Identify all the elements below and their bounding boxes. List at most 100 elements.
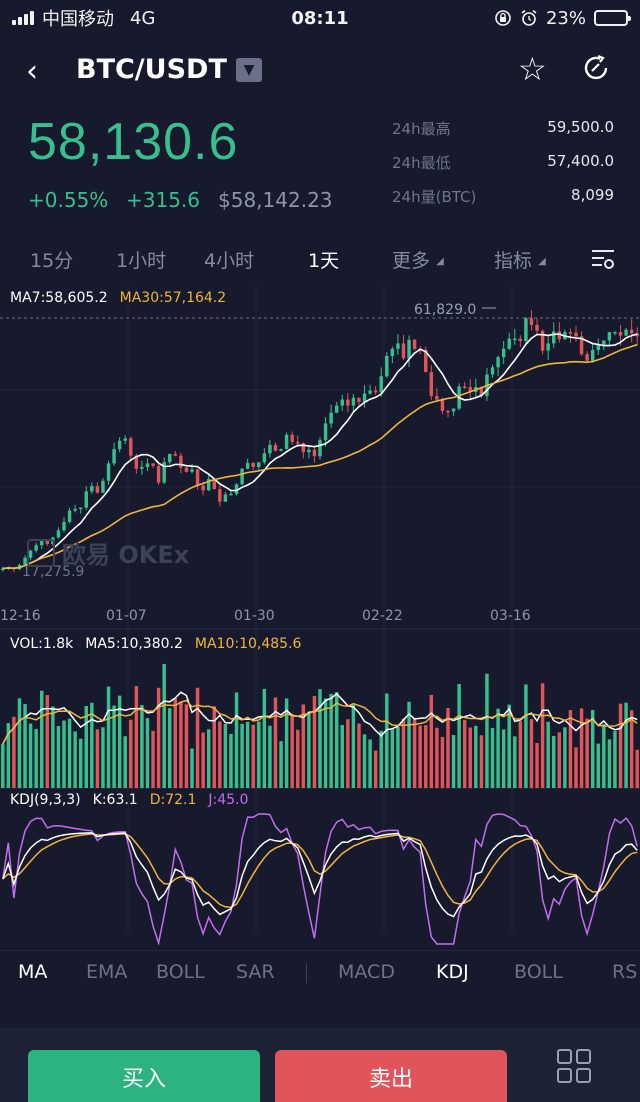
candle (223, 494, 228, 502)
candle (34, 545, 38, 551)
candle (401, 343, 406, 359)
candle (440, 399, 445, 411)
volume-bar (73, 731, 77, 788)
volume-bar (479, 735, 484, 788)
candle (596, 345, 600, 350)
tab-1hour[interactable]: 1小时 (116, 250, 167, 272)
volume-bar (173, 698, 178, 788)
change-percent: +0.55% (28, 188, 109, 212)
volume-bar (440, 736, 445, 788)
buy-button[interactable]: 买入 (28, 1050, 260, 1102)
vol-value: VOL:1.8k (10, 636, 74, 652)
volume-bar (234, 692, 239, 788)
volume-bar (574, 747, 578, 788)
candle (390, 348, 395, 356)
candle (290, 434, 294, 442)
volume-bar (396, 726, 400, 788)
volume-bar (379, 730, 383, 788)
volume-bar (418, 725, 422, 788)
clock: 08:11 (291, 7, 349, 29)
volume-bar (496, 708, 500, 788)
battery-percent: 23% (545, 7, 586, 29)
volume-bar (529, 719, 534, 788)
more-grid-icon[interactable] (556, 1048, 592, 1084)
candle (190, 469, 194, 472)
volume-bar (557, 732, 562, 788)
tab-more[interactable]: 更多 ◢ (392, 250, 444, 272)
indicator-boll-sub[interactable]: BOLL (514, 961, 563, 983)
volume-bar (156, 687, 161, 788)
candle (184, 467, 189, 472)
triangle-down-icon: ◢ (538, 256, 546, 267)
volume-bar (307, 714, 311, 788)
ma30-line (2, 343, 638, 570)
tab-indicators[interactable]: 指标 ◢ (494, 250, 546, 272)
volume-bar (373, 750, 378, 788)
vol-ma5-value: MA5:10,380.2 (85, 636, 183, 652)
volume-bar (34, 729, 38, 788)
stat-low: 24h最低 57,400.0 (392, 152, 614, 172)
alarm-icon (521, 9, 537, 26)
indicator-macd[interactable]: MACD (338, 961, 395, 983)
pair-dropdown-icon[interactable]: ▼ (236, 58, 262, 82)
usd-price: $58,142.23 (218, 188, 333, 212)
volume-bar (446, 707, 450, 788)
okex-logo-icon (27, 539, 55, 567)
candle (629, 329, 634, 334)
chart-settings-icon[interactable] (590, 246, 616, 272)
candle (229, 493, 233, 496)
favorite-star-icon[interactable]: ☆ (518, 50, 547, 88)
indicator-kdj[interactable]: KDJ (436, 961, 469, 983)
stat-volume: 24h量(BTC) 8,099 (392, 186, 614, 206)
volume-bar (268, 725, 272, 788)
volume-bar (301, 704, 306, 788)
candle (424, 349, 428, 373)
volume-bar (284, 698, 289, 788)
candle (334, 405, 339, 413)
tab-1day[interactable]: 1天 (308, 250, 340, 272)
back-icon[interactable]: ‹ (26, 54, 38, 89)
candle (212, 478, 216, 490)
volume-bar (12, 716, 16, 788)
indicator-ma[interactable]: MA (18, 961, 48, 983)
indicator-ema[interactable]: EMA (86, 961, 128, 983)
last-price: 58,130.6 (28, 113, 239, 171)
indicator-divider (306, 963, 307, 983)
volume-bar (67, 718, 72, 788)
volume-bar (23, 704, 27, 788)
volume-bar (257, 721, 261, 788)
candle (529, 318, 534, 325)
indicator-rsi[interactable]: RS (612, 961, 638, 983)
tab-15min[interactable]: 15分 (30, 250, 74, 272)
chart-area[interactable]: 61,829.0 17,275.9 欧易 OKEx 12-16 01-07 01-30 02… (0, 284, 640, 948)
candle (95, 486, 100, 493)
tab-4hour[interactable]: 4小时 (204, 250, 255, 272)
candle (117, 440, 122, 450)
candle (357, 397, 361, 402)
volume-bar (590, 709, 595, 788)
candle (552, 331, 556, 344)
volume-bar (145, 718, 150, 788)
pair-title[interactable]: BTC/USDT (76, 54, 227, 85)
sell-button[interactable]: 卖出 (275, 1050, 507, 1102)
x-axis-label: 01-30 (234, 608, 275, 624)
volume-bar (290, 714, 294, 788)
volume-bar (117, 695, 122, 788)
volume-bar (179, 702, 183, 788)
volume-bar (45, 695, 50, 788)
volume-bar (212, 706, 216, 788)
volume-bar (540, 683, 545, 788)
indicator-boll[interactable]: BOLL (156, 961, 205, 983)
volume-bar (279, 741, 283, 788)
indicator-sar[interactable]: SAR (236, 961, 275, 983)
candle (407, 339, 411, 359)
candle (240, 468, 244, 485)
candle (251, 462, 255, 468)
candle (296, 441, 300, 444)
volume-bar (262, 688, 267, 788)
volume-bar (552, 735, 556, 788)
candlestick-chart[interactable]: 61,829.0 17,275.9欧易 OKEx 12-16 01-07 01-30 02… (0, 284, 640, 948)
volume-bar (106, 686, 111, 788)
candle (67, 510, 72, 522)
refresh-icon[interactable] (580, 52, 612, 84)
